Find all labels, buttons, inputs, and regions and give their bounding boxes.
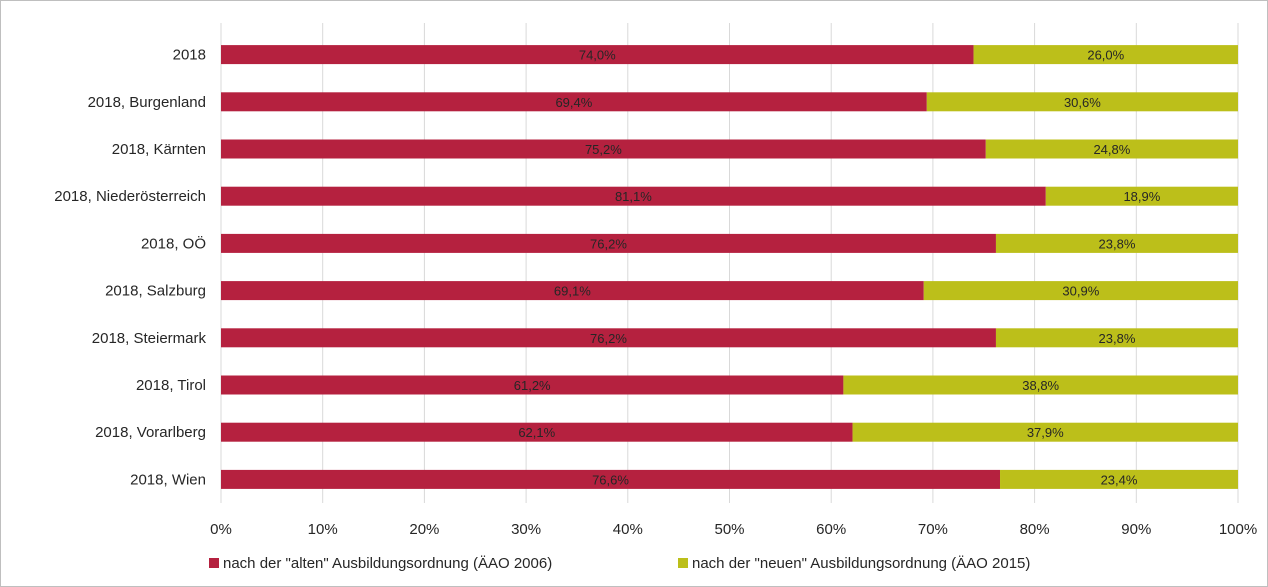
data-label: 38,8% — [1022, 378, 1059, 393]
data-label: 69,1% — [554, 284, 591, 299]
bar-segment-old — [221, 328, 996, 348]
x-tick-label: 40% — [613, 521, 643, 538]
data-label: 23,8% — [1099, 331, 1136, 346]
bar-segment-old — [221, 422, 853, 442]
data-label: 61,2% — [514, 378, 551, 393]
data-label: 74,0% — [579, 48, 616, 63]
category-label: 2018, Wien — [130, 471, 206, 488]
x-tick-label: 70% — [918, 521, 948, 538]
bar-segment-old — [221, 92, 927, 112]
x-tick-label: 80% — [1020, 521, 1050, 538]
x-tick-label: 0% — [210, 521, 232, 538]
data-label: 76,2% — [590, 331, 627, 346]
bar-segment-new — [926, 92, 1238, 112]
bar-segment-old — [221, 375, 844, 395]
data-label: 26,0% — [1087, 48, 1124, 63]
data-label: 76,2% — [590, 236, 627, 251]
data-label: 24,8% — [1093, 142, 1130, 157]
bar-segment-new — [852, 422, 1238, 442]
bar-segment-new — [843, 375, 1238, 395]
bar-segment-new — [973, 45, 1238, 65]
bar-segment-old — [221, 45, 974, 65]
data-label: 23,4% — [1101, 472, 1138, 487]
data-label: 18,9% — [1123, 189, 1160, 204]
data-label: 30,9% — [1062, 284, 1099, 299]
data-label: 23,8% — [1099, 236, 1136, 251]
legend-label: nach der "alten" Ausbildungsordnung (ÄAO… — [223, 555, 552, 572]
x-tick-label: 60% — [816, 521, 846, 538]
x-tick-label: 30% — [511, 521, 541, 538]
bar-segment-new — [1000, 469, 1238, 489]
bar-segment-old — [221, 139, 986, 159]
category-label: 2018, Niederösterreich — [54, 188, 206, 205]
bar-segment-old — [221, 186, 1046, 206]
category-label: 2018, Vorarlberg — [95, 424, 206, 441]
x-tick-label: 50% — [714, 521, 744, 538]
x-tick-label: 90% — [1121, 521, 1151, 538]
data-label: 37,9% — [1027, 425, 1064, 440]
data-label: 69,4% — [555, 95, 592, 110]
data-label: 81,1% — [615, 189, 652, 204]
bar-segment-new — [1045, 186, 1238, 206]
bar-segment-old — [221, 469, 1001, 489]
category-label: 2018, Kärnten — [112, 141, 206, 158]
legend-label: nach der "neuen" Ausbildungsordnung (ÄAO… — [692, 555, 1030, 572]
category-label: 2018, OÖ — [141, 234, 206, 252]
category-label: 2018, Burgenland — [88, 94, 206, 111]
data-label: 62,1% — [518, 425, 555, 440]
bar-segment-old — [221, 233, 996, 253]
bar-segment-new — [995, 328, 1238, 348]
bar-segment-new — [985, 139, 1238, 159]
x-tick-label: 10% — [308, 521, 338, 538]
data-label: 75,2% — [585, 142, 622, 157]
category-label: 2018, Salzburg — [105, 283, 206, 300]
bar-segment-old — [221, 281, 924, 301]
category-label: 2018, Tirol — [136, 377, 206, 394]
legend-swatch — [209, 558, 219, 568]
legend-swatch — [678, 558, 688, 568]
x-tick-label: 20% — [409, 521, 439, 538]
category-label: 2018 — [173, 47, 206, 64]
bar-segment-new — [923, 281, 1238, 301]
data-label: 30,6% — [1064, 95, 1101, 110]
data-label: 76,6% — [592, 472, 629, 487]
bar-segment-new — [995, 233, 1238, 253]
x-tick-label: 100% — [1219, 521, 1257, 538]
category-label: 2018, Steiermark — [92, 330, 207, 347]
